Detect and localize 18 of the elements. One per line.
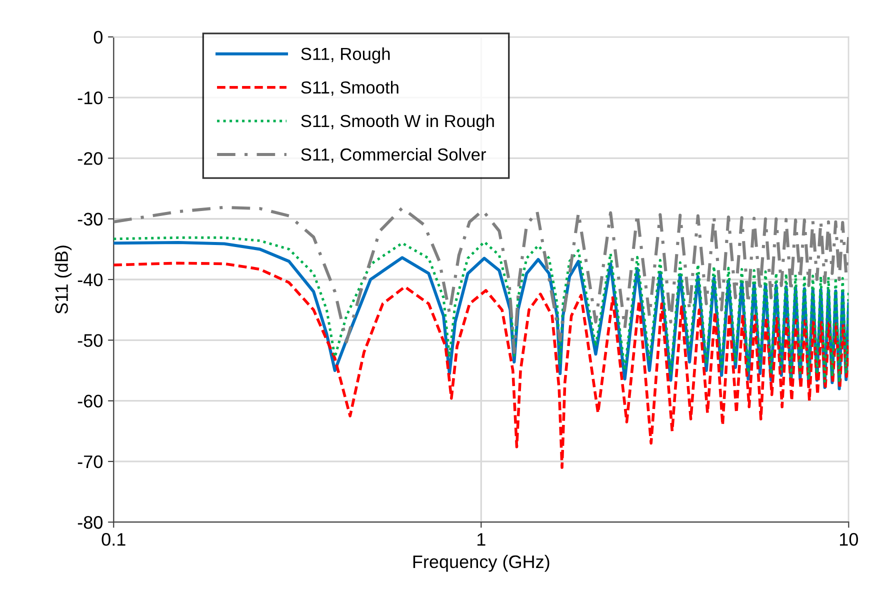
y-tick-label: -50 (78, 334, 102, 347)
y-tick-label: -10 (78, 91, 102, 104)
y-tick-label: -30 (78, 212, 102, 226)
y-axis-title: S11 (dB) (54, 246, 72, 314)
y-tick-label: -60 (78, 394, 102, 408)
legend-label: S11, Smooth (301, 80, 398, 96)
y-tick-label: -20 (78, 152, 102, 165)
y-tick-label: 0 (94, 30, 102, 44)
legend-label: S11, Commercial Solver (301, 148, 486, 163)
y-tick-label: -70 (78, 455, 102, 468)
legend-label: S11, Rough (301, 47, 390, 64)
y-tick-label: -40 (78, 273, 102, 286)
x-tick-label: 0.1 (102, 533, 126, 546)
y-tick-label: -80 (78, 516, 102, 529)
x-tick-label: 1 (477, 533, 486, 546)
x-tick-label: 10 (840, 533, 858, 546)
x-axis-title: Frequency (GHz) (413, 554, 550, 572)
legend-label: S11, Smooth W in Rough (301, 114, 494, 131)
